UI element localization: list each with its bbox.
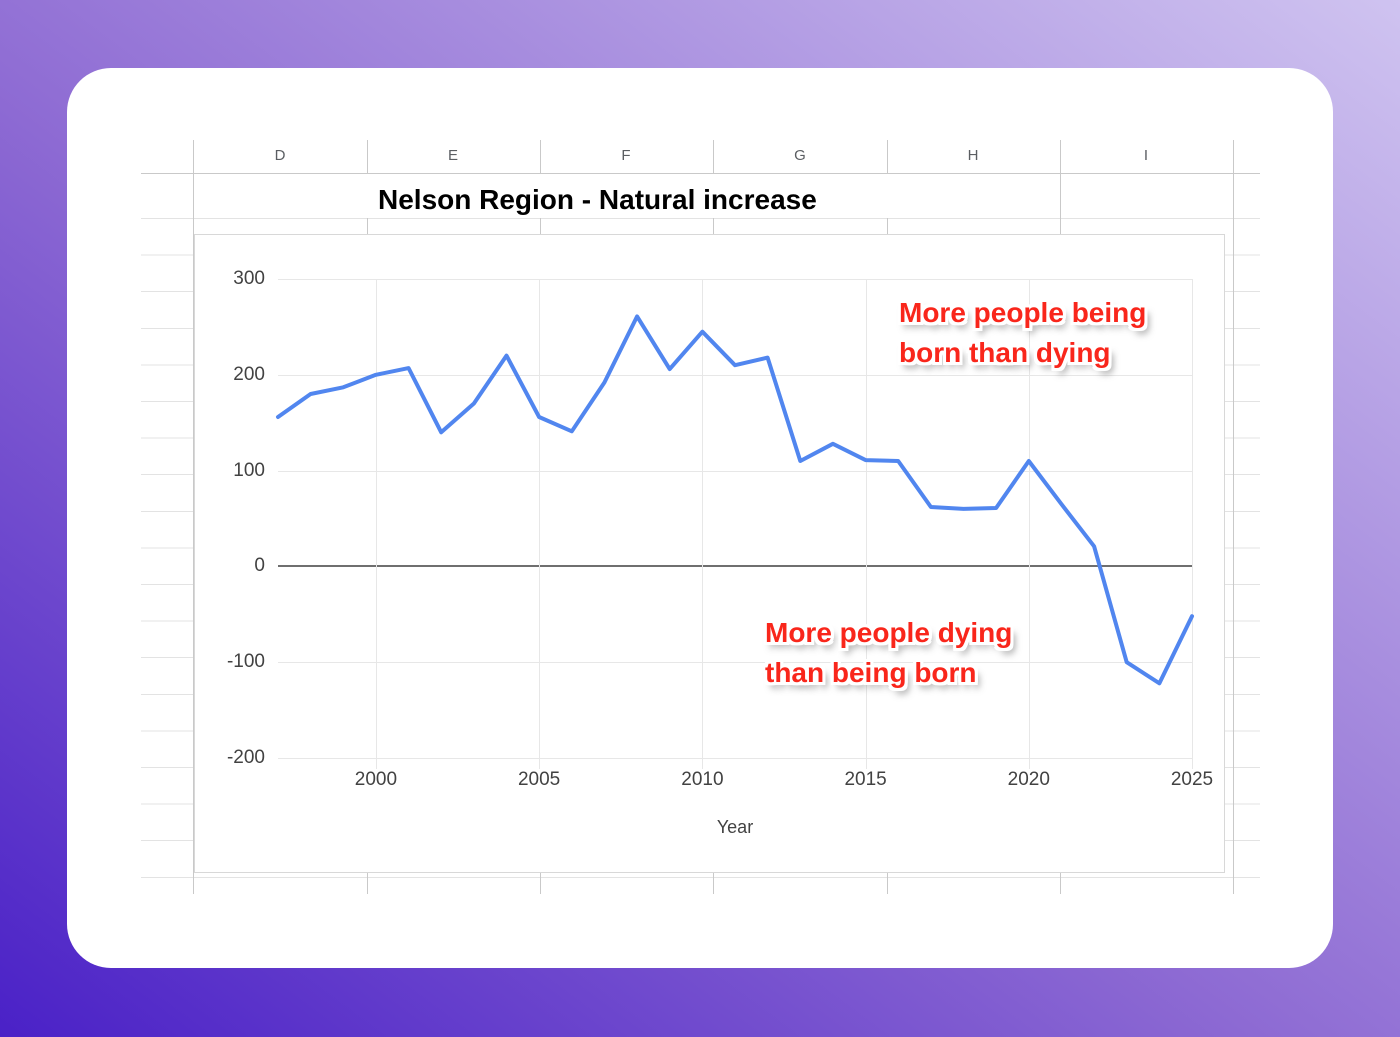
column-border: [193, 140, 194, 894]
zero-axis-line: [278, 565, 1192, 568]
x-tick-label: 2000: [354, 769, 398, 790]
y-gridline: [278, 279, 1192, 280]
y-tick-label: 200: [233, 363, 265, 385]
chart-title: Nelson Region - Natural increase: [378, 184, 817, 215]
x-tick-label: 2025: [1170, 769, 1214, 790]
y-tick-label: 300: [233, 268, 265, 289]
chart-plot-area: 300 200 100 0 -100 -200 2000 2005 2010 2015 2020 20…: [195, 235, 1224, 872]
x-gridline: [375, 279, 377, 769]
embedded-chart[interactable]: 300 200 100 0 -100 -200 2000 2005 2010 2015 2020 20…: [194, 234, 1225, 873]
x-tick-label: 2020: [1007, 769, 1050, 790]
y-tick-label: -100: [226, 651, 265, 673]
annotation-line: than being born: [765, 657, 977, 688]
x-gridline: [1192, 279, 1193, 769]
header-bottom-border: [141, 173, 1260, 174]
annotation-more-born: More people being born than dying: [899, 293, 1146, 373]
y-tick-label: 100: [233, 459, 265, 481]
natural-increase-line: [276, 314, 1194, 686]
x-gridline: [865, 279, 867, 769]
y-gridline: [278, 758, 1192, 759]
column-border: [1233, 140, 1234, 894]
x-tick-label: 2010: [681, 769, 724, 790]
column-header-e[interactable]: E: [447, 147, 458, 164]
x-axis-title: Year: [716, 817, 754, 837]
annotation-more-dying: More people dying than being born: [765, 613, 1012, 693]
annotation-line: More people being: [899, 297, 1147, 328]
y-gridline: [278, 374, 1192, 376]
x-gridline: [1028, 279, 1030, 769]
column-header-f[interactable]: F: [621, 147, 631, 164]
x-gridline: [702, 279, 704, 769]
y-gridline: [278, 470, 1192, 472]
y-gridline: [278, 662, 1192, 664]
column-header-i[interactable]: I: [1143, 147, 1149, 164]
title-row-cell[interactable]: [194, 174, 1059, 218]
y-tick-label: -200: [226, 747, 265, 768]
column-header-h[interactable]: H: [967, 147, 979, 164]
column-header-g[interactable]: G: [794, 147, 806, 164]
annotation-line: More people dying: [765, 617, 1013, 648]
column-header-d[interactable]: D: [274, 147, 286, 164]
x-tick-label: 2015: [844, 769, 887, 790]
annotation-line: born than dying: [899, 337, 1111, 368]
y-tick-label: 0: [254, 555, 265, 577]
natural-increase-line-chart: [276, 314, 1194, 686]
x-gridline: [539, 279, 541, 769]
x-tick-label: 2005: [517, 769, 561, 790]
